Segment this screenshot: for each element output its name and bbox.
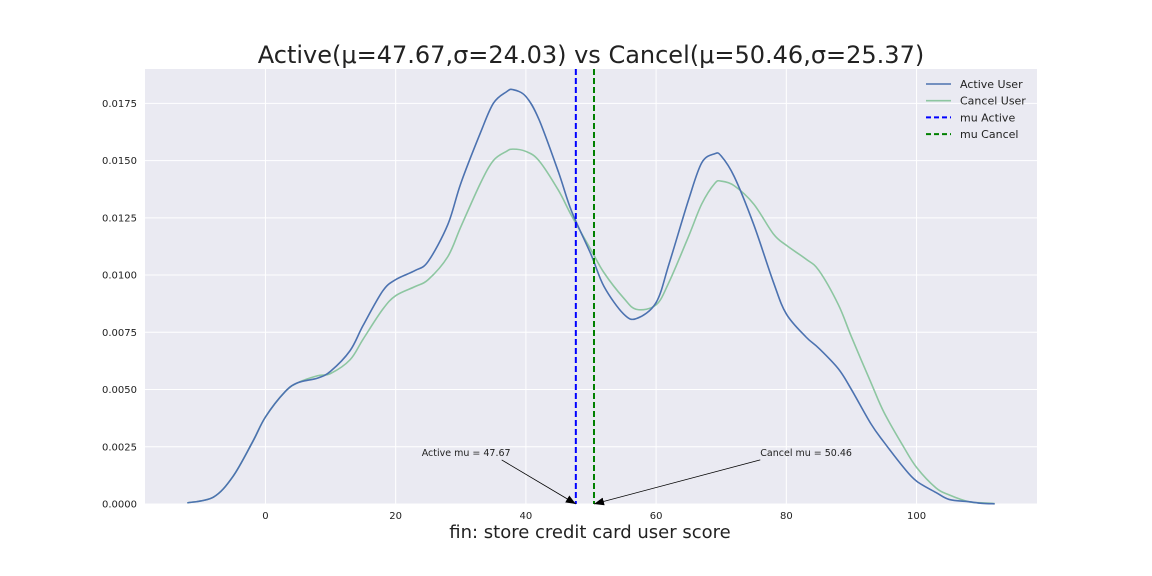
- x-tick-label: 0: [262, 511, 268, 522]
- y-tick-label: 0.0150: [102, 156, 137, 167]
- legend-item-cancel-user: Cancel User: [926, 95, 1026, 108]
- y-tick-labels: 0.0000 0.0025 0.0050 0.0075 0.0100 0.0125 0.01…: [102, 99, 137, 511]
- chart-title: Active(μ=47.67,σ=24.03) vs Cancel(μ=50.4…: [258, 41, 924, 69]
- legend-label: mu Active: [960, 111, 1015, 124]
- series-line-active-user: [187, 88, 995, 505]
- legend-item-active-user: Active User: [926, 78, 1023, 91]
- x-axis-label: fin: store credit card user score: [449, 522, 730, 543]
- legend-label: Active User: [960, 78, 1023, 91]
- x-tick-label: 100: [907, 511, 926, 522]
- annotation-arrow: [501, 459, 577, 505]
- y-tick-label: 0.0000: [102, 500, 137, 511]
- y-tick-label: 0.0175: [102, 99, 137, 110]
- y-tick-label: 0.0075: [102, 328, 137, 339]
- y-tick-label: 0.0025: [102, 442, 137, 453]
- y-tick-label: 0.0050: [102, 385, 137, 396]
- x-tick-label: 20: [389, 511, 402, 522]
- y-tick-label: 0.0100: [102, 271, 137, 282]
- mean-lines: [574, 69, 595, 504]
- x-tick-label: 60: [650, 511, 663, 522]
- legend-label: Cancel User: [960, 95, 1026, 108]
- y-tick-label: 0.0125: [102, 213, 137, 224]
- annotation-text: Cancel mu = 50.46: [760, 448, 852, 459]
- series-line-cancel-user: [187, 148, 995, 505]
- series-lines: [187, 88, 995, 505]
- x-tick-label: 80: [780, 511, 793, 522]
- legend-label: mu Cancel: [960, 128, 1018, 141]
- legend: Active User Cancel User mu Active mu Cancel: [926, 78, 1026, 141]
- annotation-text: Active mu = 47.67: [422, 448, 511, 459]
- x-tick-label: 40: [520, 511, 533, 522]
- legend-item-mu-cancel: mu Cancel: [926, 128, 1018, 141]
- annotation-arrow: [593, 459, 761, 506]
- x-tick-labels: 0 20 40 60 80 100: [262, 511, 926, 522]
- plot-area: [145, 69, 1037, 504]
- annotations: Active mu = 47.67 Cancel mu = 50.46: [422, 448, 852, 506]
- gridlines: [145, 69, 1037, 505]
- legend-item-mu-active: mu Active: [926, 111, 1015, 124]
